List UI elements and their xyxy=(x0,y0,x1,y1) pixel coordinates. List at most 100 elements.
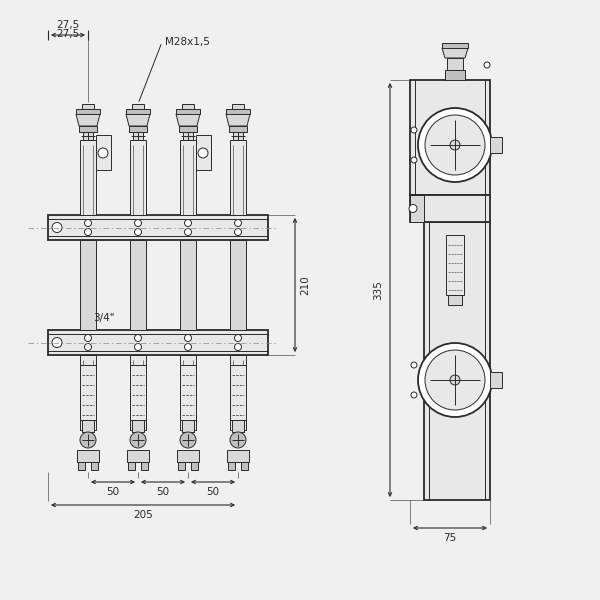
Circle shape xyxy=(180,432,196,448)
Bar xyxy=(91,462,98,470)
Bar xyxy=(229,126,247,132)
Circle shape xyxy=(425,115,485,175)
Bar xyxy=(80,365,96,420)
Text: 27,5: 27,5 xyxy=(56,20,80,30)
Polygon shape xyxy=(176,114,200,126)
Bar xyxy=(227,450,249,462)
Circle shape xyxy=(450,140,460,150)
Circle shape xyxy=(185,229,191,235)
Bar xyxy=(179,126,197,132)
Bar xyxy=(177,450,199,462)
Circle shape xyxy=(418,343,492,417)
Circle shape xyxy=(198,148,208,158)
Bar xyxy=(232,420,244,432)
Bar xyxy=(183,132,193,140)
Bar xyxy=(79,126,97,132)
Bar xyxy=(490,137,502,153)
Bar xyxy=(133,132,143,140)
Bar xyxy=(128,462,135,470)
Bar xyxy=(127,450,149,462)
Circle shape xyxy=(450,375,460,385)
Text: 75: 75 xyxy=(443,533,457,543)
Bar xyxy=(78,462,85,470)
Circle shape xyxy=(80,432,96,448)
Circle shape xyxy=(418,108,492,182)
Bar xyxy=(230,240,246,330)
Circle shape xyxy=(52,223,62,232)
Circle shape xyxy=(134,220,142,226)
Bar xyxy=(446,235,464,295)
Bar xyxy=(132,104,144,109)
Bar xyxy=(228,462,235,470)
Bar xyxy=(182,104,194,109)
Circle shape xyxy=(235,343,241,350)
Circle shape xyxy=(411,362,417,368)
Bar xyxy=(448,295,462,305)
Bar xyxy=(141,462,148,470)
Bar xyxy=(82,420,94,432)
Bar xyxy=(77,450,99,462)
Circle shape xyxy=(411,157,417,163)
Bar xyxy=(132,420,144,432)
Bar xyxy=(196,135,211,170)
Bar xyxy=(96,135,111,170)
Text: 3/4": 3/4" xyxy=(93,313,115,323)
Bar xyxy=(230,140,246,215)
Polygon shape xyxy=(76,114,100,126)
Bar xyxy=(48,330,268,355)
Circle shape xyxy=(185,335,191,341)
Bar xyxy=(230,355,246,430)
Circle shape xyxy=(484,62,490,68)
Bar xyxy=(233,132,243,140)
Text: 27,5: 27,5 xyxy=(56,29,80,39)
Bar xyxy=(178,462,185,470)
Circle shape xyxy=(235,229,241,235)
Circle shape xyxy=(85,220,91,226)
Circle shape xyxy=(134,335,142,341)
Bar xyxy=(180,355,196,430)
Bar xyxy=(241,462,248,470)
Circle shape xyxy=(85,343,91,350)
Circle shape xyxy=(230,432,246,448)
Circle shape xyxy=(185,220,191,226)
Text: 210: 210 xyxy=(300,275,310,295)
Bar xyxy=(490,372,502,388)
Text: 205: 205 xyxy=(133,510,153,520)
Bar xyxy=(80,355,96,430)
Bar xyxy=(424,222,490,500)
Bar xyxy=(48,215,268,240)
Bar xyxy=(410,80,490,195)
Circle shape xyxy=(411,392,417,398)
Bar xyxy=(180,240,196,330)
Bar xyxy=(191,462,198,470)
Bar xyxy=(76,109,100,114)
Circle shape xyxy=(134,343,142,350)
Bar xyxy=(176,109,200,114)
Polygon shape xyxy=(442,48,468,58)
Circle shape xyxy=(425,350,485,410)
Bar xyxy=(442,43,468,48)
Circle shape xyxy=(411,127,417,133)
Circle shape xyxy=(85,229,91,235)
Bar xyxy=(445,70,465,80)
Bar xyxy=(410,195,490,222)
Bar xyxy=(230,365,246,420)
Circle shape xyxy=(134,229,142,235)
Circle shape xyxy=(52,337,62,347)
Bar xyxy=(447,58,463,70)
Circle shape xyxy=(235,335,241,341)
Bar xyxy=(410,195,424,222)
Polygon shape xyxy=(226,114,250,126)
Bar xyxy=(129,126,147,132)
Polygon shape xyxy=(126,114,150,126)
Bar xyxy=(130,355,146,430)
Text: 50: 50 xyxy=(157,487,170,497)
Bar xyxy=(80,140,96,215)
Bar xyxy=(130,365,146,420)
Text: 50: 50 xyxy=(206,487,220,497)
Circle shape xyxy=(235,220,241,226)
Bar xyxy=(130,140,146,215)
Text: 335: 335 xyxy=(373,280,383,300)
Circle shape xyxy=(130,432,146,448)
Circle shape xyxy=(85,335,91,341)
